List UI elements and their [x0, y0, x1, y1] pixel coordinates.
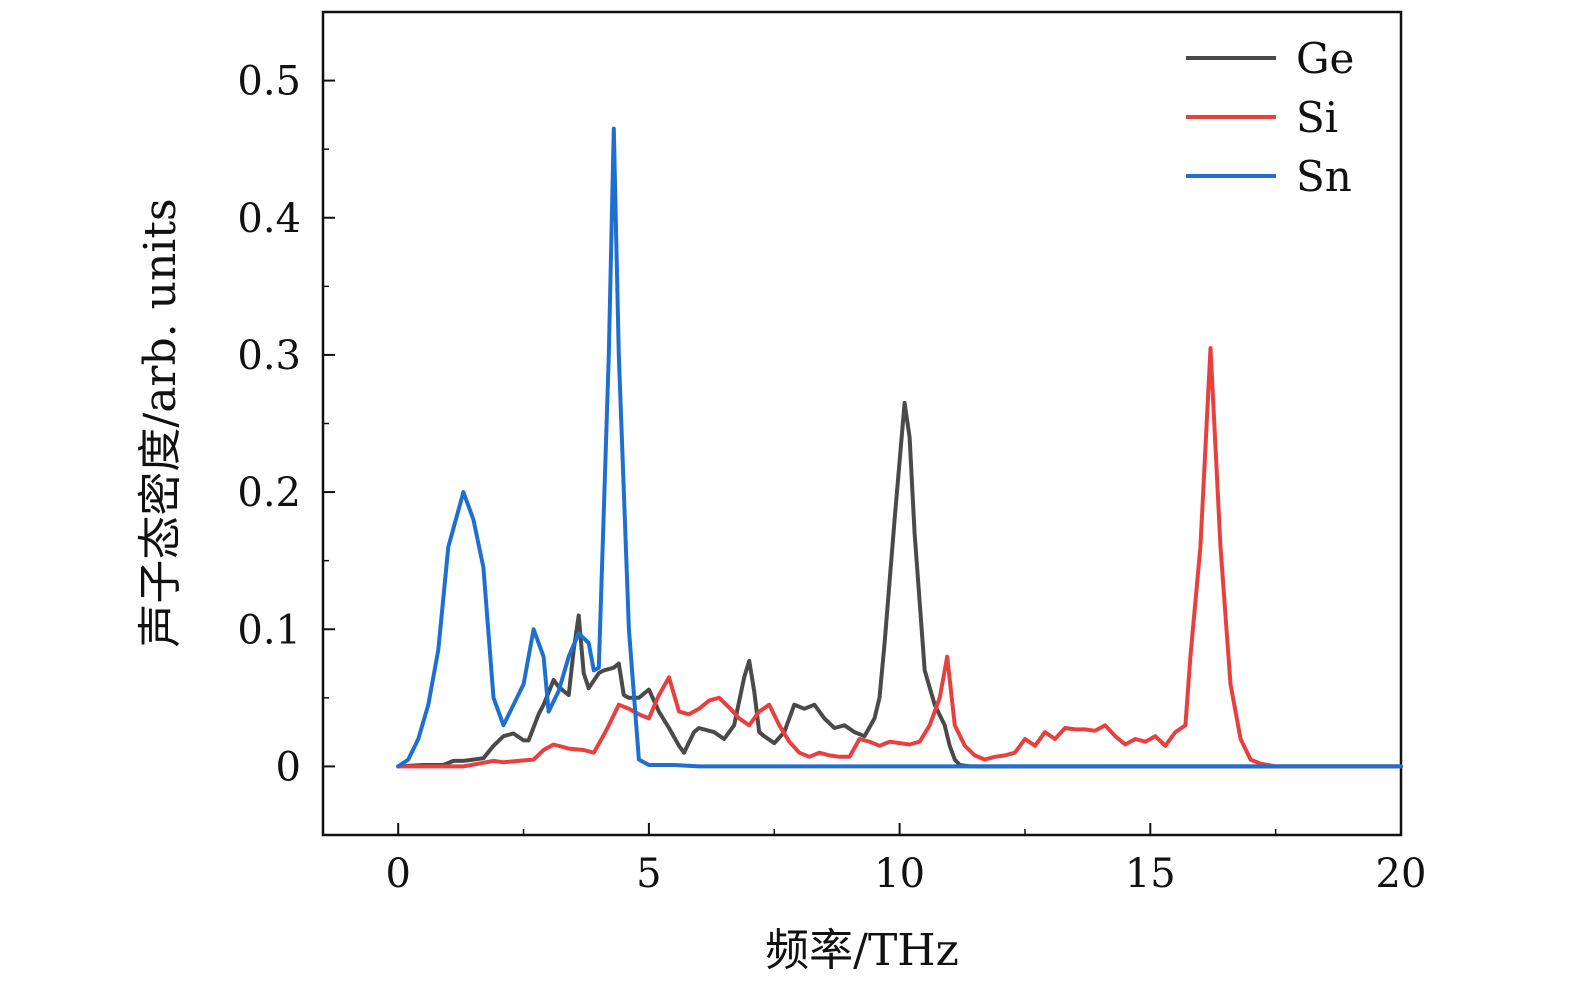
legend-label-sn: Sn	[1296, 152, 1352, 201]
series-group	[396, 126, 1403, 769]
y-tick-label: 0.5	[237, 59, 301, 105]
y-tick-label: 0.2	[237, 470, 301, 516]
plot-frame	[321, 10, 1403, 837]
series-line-si	[396, 346, 1403, 769]
y-tick-label: 0.3	[237, 333, 301, 379]
legend-label-ge: Ge	[1296, 34, 1354, 83]
x-tick-label: 10	[874, 851, 925, 897]
x-tick-label: 15	[1125, 851, 1176, 897]
x-tick-label: 20	[1376, 851, 1427, 897]
x-tick-label: 5	[636, 851, 661, 897]
tick-labels: 0 5 10 15 20 0 0.1 0.2 0.3 0.4 0.5	[237, 59, 1426, 897]
x-tick-label: 0	[385, 851, 410, 897]
series-line-ge	[396, 400, 1403, 769]
series-line-sn	[396, 126, 1403, 769]
legend: Ge Si Sn	[1186, 34, 1354, 201]
y-axis-title: 声子态密度/arb. units	[135, 198, 186, 647]
y-tick-label: 0	[276, 744, 301, 790]
x-axis-title: 频率/THz	[765, 925, 959, 976]
y-tick-label: 0.1	[237, 607, 301, 653]
axis-ticks	[323, 79, 1402, 835]
legend-label-si: Si	[1296, 93, 1338, 142]
y-tick-label: 0.4	[237, 196, 301, 242]
